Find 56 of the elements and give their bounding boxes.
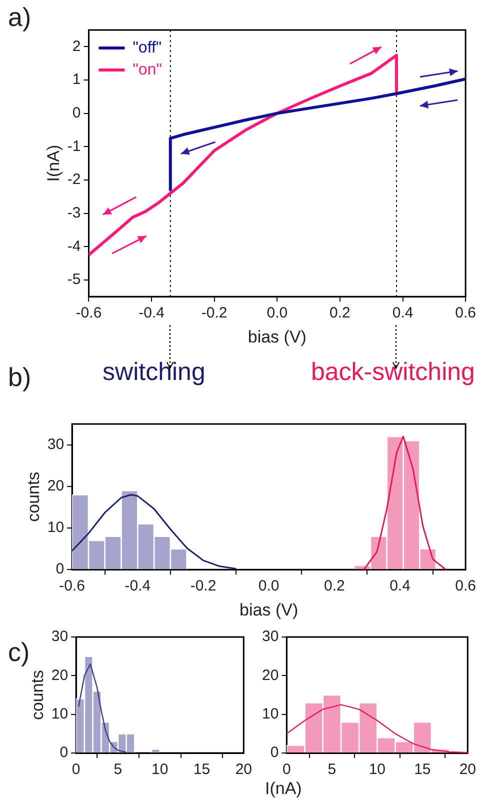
x-tick-label: 0.4 [392, 304, 414, 322]
y-tick-label: 30 [51, 628, 68, 646]
x-tick-label: 0 [282, 761, 291, 778]
y-tick-label: 10 [262, 705, 279, 722]
y-tick-label: 20 [51, 666, 68, 684]
legend-label: "off" [132, 39, 162, 56]
y-tick-label: -1 [67, 138, 81, 155]
x-tick-label: 20 [235, 761, 252, 778]
y-tick-label: 0 [56, 560, 64, 578]
text: c) [8, 637, 30, 668]
x-tick-label: -0.6 [76, 304, 102, 322]
y-tick-label: 0 [270, 744, 279, 762]
text: back-switching [311, 358, 475, 387]
x-tick-label: -0.4 [138, 304, 164, 322]
y-tick-label: 20 [262, 666, 279, 684]
y-tick-label: 1 [72, 71, 81, 88]
y-tick-label: -2 [67, 171, 81, 188]
x-tick-label: 10 [368, 761, 386, 778]
x-tick-label: -0.4 [124, 578, 151, 595]
y-axis-title: I(nA) [44, 144, 63, 182]
y-tick-label: 0 [60, 744, 68, 762]
x-tick-label: 0.2 [330, 304, 350, 322]
x-tick-label: 0.2 [324, 578, 345, 595]
x-tick-label: -0.6 [59, 578, 86, 595]
y-tick-label: 0 [72, 104, 81, 122]
y-tick-label: 10 [51, 705, 68, 722]
y-tick-label: 30 [262, 628, 279, 646]
x-tick-label: 0.6 [455, 304, 476, 322]
x-tick-label: 0.0 [258, 578, 280, 595]
y-tick-label: 2 [72, 38, 81, 55]
legend-label: "on" [132, 61, 162, 78]
text: switching [102, 358, 206, 387]
x-tick-label: 5 [114, 761, 122, 778]
y-axis-title: counts [24, 472, 43, 522]
x-tick-label: 0.6 [455, 578, 476, 595]
x-tick-label: 15 [193, 761, 210, 778]
x-axis-title: bias (V) [240, 600, 298, 620]
y-tick-label: -3 [67, 204, 81, 222]
x-tick-label: 0.4 [390, 578, 410, 595]
y-tick-label: 10 [47, 519, 64, 536]
x-tick-label: 10 [152, 761, 168, 778]
y-tick-label: 30 [47, 436, 64, 453]
y-tick-label: -4 [67, 238, 81, 255]
y-axis-title: counts [28, 670, 47, 720]
x-axis-title: bias (V) [248, 327, 306, 346]
x-tick-label: -0.2 [190, 578, 216, 595]
text: b) [8, 362, 32, 393]
x-axis-title: I(nA) [265, 779, 302, 799]
x-tick-label: 15 [414, 761, 431, 778]
y-tick-label: 20 [47, 478, 64, 495]
x-tick-label: 20 [459, 761, 476, 778]
x-tick-label: -0.2 [201, 304, 228, 322]
y-tick-label: -5 [67, 271, 81, 288]
x-tick-label: 0.0 [266, 304, 288, 322]
text: a) [8, 2, 32, 33]
x-tick-label: 5 [328, 761, 336, 778]
